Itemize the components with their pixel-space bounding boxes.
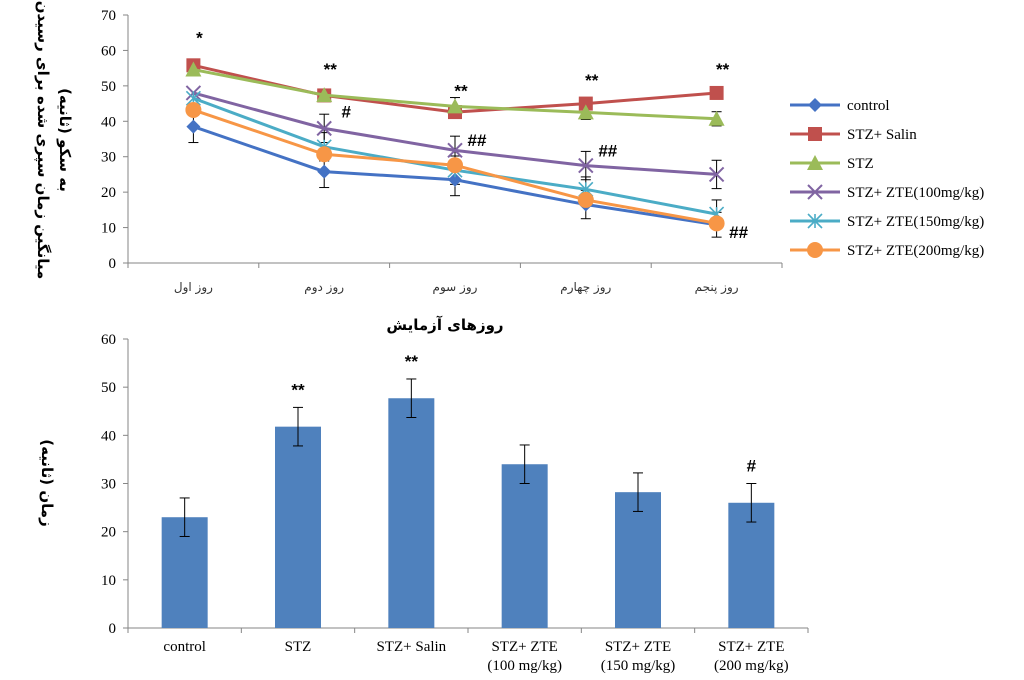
bar-2 bbox=[388, 398, 435, 628]
bar-category-label-1: STZ bbox=[285, 639, 312, 655]
bar-category-label-2: STZ+ Salin bbox=[376, 639, 446, 655]
bar-errorbar-1 bbox=[293, 406, 303, 447]
series-3-point bbox=[447, 142, 463, 159]
legend-label-3: STZ+ ZTE(100mg/kg) bbox=[847, 185, 984, 201]
line-chart-legend: control STZ+ Salin STZ STZ+ ZTE(100mg/kg) ST… bbox=[790, 98, 984, 259]
series-3-point bbox=[708, 166, 725, 183]
line-chart-ytick-label: 50 bbox=[101, 79, 116, 95]
bar-errorbar-5 bbox=[746, 483, 757, 523]
series-3-point-stroke-b bbox=[316, 120, 332, 137]
series-5-point bbox=[185, 101, 202, 118]
line-annotation: ## bbox=[729, 223, 748, 242]
line-chart-xlabel: روزهای آزمایش bbox=[386, 316, 503, 334]
series-5-point bbox=[316, 146, 333, 163]
legend-marker-5 bbox=[807, 242, 823, 258]
bar-4 bbox=[615, 492, 661, 628]
series-2-point bbox=[185, 61, 202, 77]
legend-marker-1 bbox=[808, 127, 822, 141]
legend-label-0: control bbox=[847, 98, 890, 114]
bar-chart-ytick-label: 60 bbox=[101, 332, 116, 348]
legend-label-4: STZ+ ZTE(150mg/kg) bbox=[847, 214, 984, 230]
series-2-point bbox=[447, 98, 463, 114]
line-annotation: ** bbox=[324, 60, 338, 79]
bar-category-label-3: STZ+ ZTE bbox=[491, 639, 557, 655]
bar-chart-ytick-label: 50 bbox=[101, 380, 116, 396]
bar-category-label-0: control bbox=[163, 639, 206, 655]
line-chart: 0 10 20 30 40 50 60 70 روز اول روز دوم روز سوم روز … bbox=[101, 8, 783, 295]
line-annotation: ** bbox=[585, 71, 599, 90]
series-2-point bbox=[316, 87, 333, 103]
bar-chart-ytick-label: 20 bbox=[101, 525, 116, 541]
legend-label-2: STZ bbox=[847, 156, 874, 172]
series-0-point bbox=[448, 172, 462, 187]
series-0-point bbox=[317, 164, 332, 179]
series-3-point-stroke-b bbox=[447, 142, 463, 159]
line-chart-xtick-label: روز اول bbox=[174, 280, 213, 295]
series-5-point bbox=[577, 191, 594, 208]
series-1-point bbox=[709, 85, 724, 100]
line-chart-ytick-label: 40 bbox=[101, 114, 116, 130]
bar-annotation-5: # bbox=[747, 457, 757, 476]
bar-annotation-1: ** bbox=[291, 380, 305, 399]
line-chart-xtick-label: روز دوم bbox=[304, 280, 344, 295]
series-0-point bbox=[186, 119, 201, 134]
legend-marker-2 bbox=[807, 155, 823, 170]
line-chart-xtick-label: روز سوم bbox=[433, 280, 478, 295]
legend-marker-4 bbox=[807, 213, 823, 229]
bar-3 bbox=[501, 464, 548, 628]
series-2-point bbox=[577, 104, 594, 120]
bar-category-sublabel-5: (200 mg/kg) bbox=[714, 658, 789, 674]
line-annotation: ## bbox=[468, 131, 487, 150]
bar-chart: 0 10 20 30 40 50 60 control ** STZ ** STZ+ Salin STZ… bbox=[101, 332, 809, 674]
bar-errorbar-4 bbox=[633, 472, 643, 512]
bar-category-sublabel-3: (100 mg/kg) bbox=[487, 658, 562, 674]
bar-annotation-2: ** bbox=[405, 352, 419, 371]
line-chart-ytick-label: 70 bbox=[101, 8, 116, 24]
bar-category-sublabel-4: (150 mg/kg) bbox=[601, 658, 676, 674]
line-chart-ytick-label: 0 bbox=[109, 256, 117, 272]
line-chart-ytick-label: 20 bbox=[101, 185, 116, 201]
bar-chart-ytick-label: 0 bbox=[109, 621, 117, 637]
series-2-point bbox=[708, 110, 725, 126]
series-3-point-stroke-b bbox=[708, 166, 725, 183]
line-chart-ytick-label: 10 bbox=[101, 221, 116, 237]
line-chart-xtick-label: روز پنجم bbox=[695, 280, 739, 295]
bar-errorbar-0 bbox=[179, 497, 190, 537]
series-3-point bbox=[316, 120, 332, 137]
line-chart-ytick-label: 60 bbox=[101, 43, 116, 59]
line-annotation: # bbox=[341, 103, 351, 122]
legend-marker-3-stroke-b bbox=[807, 184, 823, 200]
line-annotation: ** bbox=[716, 60, 730, 79]
bar-errorbar-2 bbox=[406, 378, 417, 419]
series-5-point bbox=[708, 215, 725, 232]
bar-category-label-4: STZ+ ZTE bbox=[605, 639, 671, 655]
bar-chart-ylabel: زمان (ثانیه) bbox=[38, 439, 56, 526]
legend-label-5: STZ+ ZTE(200mg/kg) bbox=[847, 243, 984, 259]
series-5-point bbox=[447, 157, 463, 174]
line-annotation: * bbox=[196, 28, 203, 47]
legend-marker-3 bbox=[807, 184, 823, 200]
series-3-point bbox=[578, 157, 594, 174]
line-annotation: ## bbox=[598, 142, 617, 161]
line-annotation: ** bbox=[454, 81, 468, 100]
bar-chart-ytick-label: 10 bbox=[101, 573, 116, 589]
line-chart-ytick-label: 30 bbox=[101, 150, 116, 166]
line-chart-ylabel-line2: به سکو (ثانیه) bbox=[56, 88, 74, 192]
bar-1 bbox=[275, 426, 321, 628]
bar-category-label-5: STZ+ ZTE bbox=[718, 639, 784, 655]
bar-chart-ytick-label: 40 bbox=[101, 428, 116, 444]
legend-label-1: STZ+ Salin bbox=[847, 127, 917, 143]
series-1-point bbox=[578, 96, 593, 111]
bar-5 bbox=[728, 502, 775, 628]
bar-chart-ytick-label: 30 bbox=[101, 477, 116, 493]
legend-marker-0 bbox=[808, 98, 822, 112]
series-3-point-stroke-b bbox=[578, 157, 594, 174]
bar-errorbar-3 bbox=[519, 444, 530, 484]
line-chart-xtick-label: روز چهارم bbox=[560, 280, 611, 295]
line-chart-ylabel-line1: میانگین زمان سپری شده برای رسیدن bbox=[33, 1, 52, 280]
